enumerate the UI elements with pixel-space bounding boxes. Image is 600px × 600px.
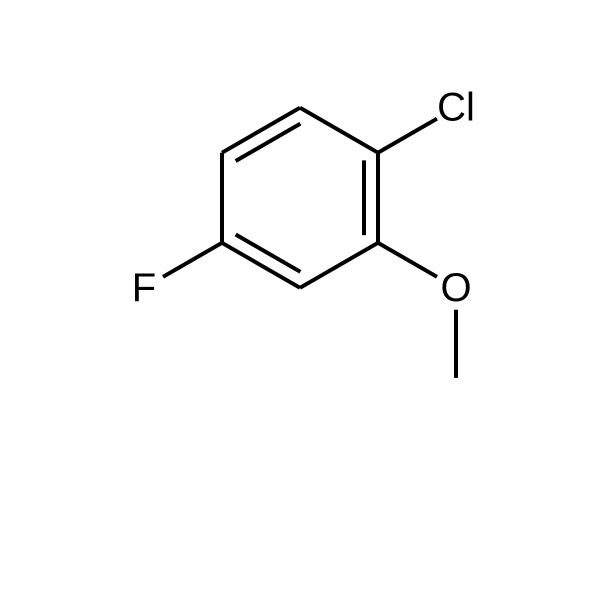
- bond: [300, 243, 378, 288]
- bond: [378, 243, 437, 277]
- bond: [163, 243, 222, 277]
- bond: [236, 124, 301, 161]
- molecule-diagram: Cl O F: [0, 0, 600, 600]
- bond: [300, 108, 378, 153]
- atom-label-cl: Cl: [437, 86, 475, 130]
- bonds-layer: [163, 108, 456, 378]
- atom-label-f: F: [132, 266, 156, 310]
- bond: [236, 235, 301, 272]
- atom-labels-layer: Cl O F: [132, 86, 475, 310]
- atom-label-o: O: [440, 266, 471, 310]
- bond: [378, 119, 437, 153]
